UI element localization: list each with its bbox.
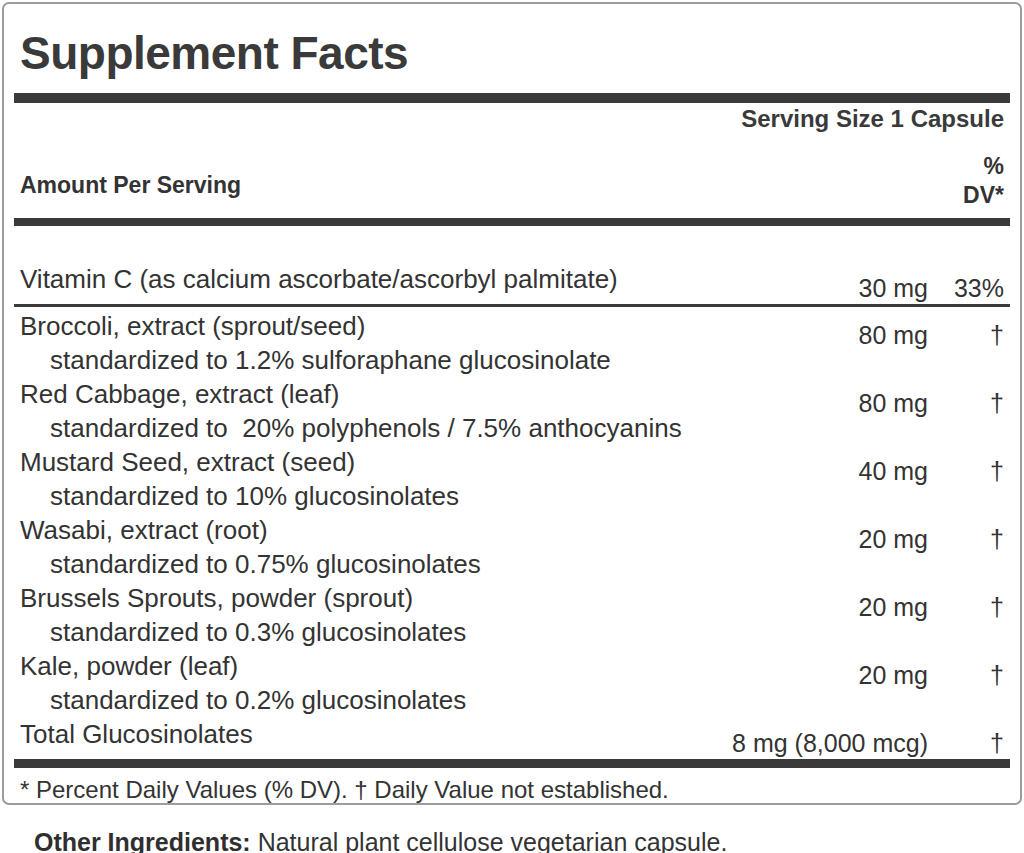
ingredient-dv: †	[928, 386, 1004, 420]
ingredient-name: Total Glucosinolates	[20, 717, 732, 751]
ingredient-dv: †	[928, 318, 1004, 352]
ingredient-amount: 80 mg	[859, 386, 928, 420]
title-rule	[14, 93, 1010, 103]
ingredient-name: Vitamin C (as calcium ascorbate/ascorbyl…	[20, 262, 859, 296]
ingredient-row-broccoli: Broccoli, extract (sprout/seed) 80 mg † …	[20, 309, 1004, 377]
ingredient-dv: †	[928, 522, 1004, 556]
ingredient-dv: †	[928, 658, 1004, 692]
other-ingredients-text: Natural plant cellulose vegetarian capsu…	[258, 828, 728, 853]
ingredient-standardization: standardized to 0.75% glucosinolates	[20, 547, 1004, 581]
ingredient-name: Mustard Seed, extract (seed)	[20, 445, 859, 479]
ingredient-standardization: standardized to 0.2% glucosinolates	[20, 683, 1004, 717]
ingredient-dv: †	[928, 726, 1004, 760]
amount-per-serving-header: Amount Per Serving	[20, 164, 963, 199]
ingredient-name: Broccoli, extract (sprout/seed)	[20, 309, 859, 343]
ingredient-row-wasabi: Wasabi, extract (root) 20 mg † standardi…	[20, 513, 1004, 581]
ingredient-amount: 20 mg	[859, 590, 928, 624]
percent-dv-line2: DV*	[963, 181, 1004, 210]
ingredient-row-red-cabbage: Red Cabbage, extract (leaf) 80 mg † stan…	[20, 377, 1004, 445]
ingredient-standardization: standardized to 0.3% glucosinolates	[20, 615, 1004, 649]
ingredient-standardization: standardized to 10% glucosinolates	[20, 479, 1004, 513]
ingredient-dv: †	[928, 590, 1004, 624]
header-rule	[14, 218, 1010, 226]
ingredient-row-mustard-seed: Mustard Seed, extract (seed) 40 mg † sta…	[20, 445, 1004, 513]
column-header-row: Amount Per Serving % DV*	[20, 152, 1004, 210]
other-ingredients-label: Other Ingredients:	[34, 828, 251, 853]
ingredient-name: Wasabi, extract (root)	[20, 513, 859, 547]
ingredient-row-total-glucosinolates: Total Glucosinolates 8 mg (8,000 mcg) †	[20, 717, 1004, 751]
footnote-rule	[14, 759, 1010, 768]
supplement-facts-panel: Supplement Facts Serving Size 1 Capsule …	[2, 2, 1022, 805]
ingredient-row-brussels-sprouts: Brussels Sprouts, powder (sprout) 20 mg …	[20, 581, 1004, 649]
ingredient-dv: 33%	[928, 271, 1004, 305]
ingredient-rows: Vitamin C (as calcium ascorbate/ascorbyl…	[20, 226, 1004, 751]
panel-title: Supplement Facts	[20, 30, 1004, 76]
ingredient-name: Red Cabbage, extract (leaf)	[20, 377, 859, 411]
ingredient-standardization: standardized to 1.2% sulforaphane glucos…	[20, 343, 1004, 377]
ingredient-amount: 40 mg	[859, 454, 928, 488]
percent-dv-header: % DV*	[963, 152, 1004, 210]
ingredient-amount: 30 mg	[859, 271, 928, 305]
ingredient-amount: 8 mg (8,000 mcg)	[732, 726, 928, 760]
ingredient-row-vitamin-c: Vitamin C (as calcium ascorbate/ascorbyl…	[20, 262, 1004, 296]
ingredient-name: Kale, powder (leaf)	[20, 649, 859, 683]
ingredient-standardization: standardized to 20% polyphenols / 7.5% a…	[20, 411, 1004, 445]
other-ingredients: Other Ingredients: Natural plant cellulo…	[0, 829, 1024, 853]
ingredient-amount: 20 mg	[859, 522, 928, 556]
ingredient-name: Brussels Sprouts, powder (sprout)	[20, 581, 859, 615]
dv-footnote: * Percent Daily Values (% DV). † Daily V…	[20, 777, 1004, 803]
ingredient-dv: †	[928, 454, 1004, 488]
ingredient-amount: 20 mg	[859, 658, 928, 692]
ingredient-row-kale: Kale, powder (leaf) 20 mg † standardized…	[20, 649, 1004, 717]
percent-dv-line1: %	[963, 152, 1004, 181]
serving-size: Serving Size 1 Capsule	[20, 106, 1004, 132]
ingredient-amount: 80 mg	[859, 318, 928, 352]
